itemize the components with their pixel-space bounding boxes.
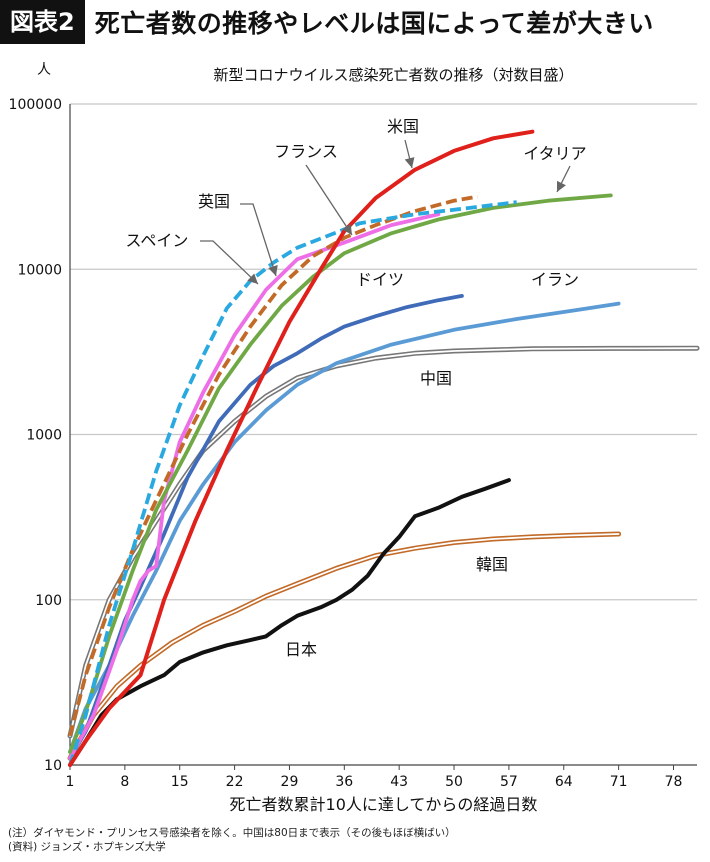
x-axis-title: 死亡者数累計10人に達してからの経過日数: [230, 795, 538, 814]
y-tick-label: 10: [44, 758, 62, 774]
series-line-inner: [69, 533, 620, 760]
series-line: [68, 193, 613, 754]
x-tick-label: 50: [445, 774, 463, 790]
series-line: [68, 200, 517, 766]
x-tick-label: 22: [226, 774, 244, 790]
x-tick-label: 78: [665, 774, 683, 790]
figure-title: 死亡者数の推移やレベルは国によって差が大きい: [94, 9, 654, 38]
series-label: 中国: [420, 369, 452, 388]
series-line-outer: [67, 345, 700, 739]
series-line: [68, 129, 535, 767]
series-line-inner: [69, 347, 698, 737]
series-label: イラン: [531, 270, 579, 289]
footnote-note: (注）ダイヤモンド・プリンセス号感染者を除く。中国は80日まで表示（その後もほぼ…: [8, 827, 456, 839]
x-tick-label: 57: [500, 774, 518, 790]
series-label: 韓国: [476, 555, 508, 574]
series-label: 英国: [198, 192, 230, 211]
leader-arrowhead: [404, 157, 415, 168]
series-label: スペイン: [126, 231, 189, 250]
leader-arrowhead: [247, 273, 258, 284]
x-tick-label: 43: [390, 774, 408, 790]
series-label: 日本: [285, 640, 317, 659]
leader-arrowhead: [557, 180, 566, 192]
line-chart: 新型コロナウイルス感染死亡者数の推移（対数目盛） 人 10 100 1000 10000 1…: [9, 62, 700, 814]
y-tick-label: 100000: [9, 97, 62, 113]
series-label: イタリア: [523, 144, 586, 163]
x-tick-label: 71: [610, 774, 628, 790]
x-tick-label: 64: [555, 774, 573, 790]
leader-line: [305, 164, 353, 236]
figure-badge: 図表2: [0, 0, 85, 44]
series-line: [68, 478, 511, 767]
series-label: フランス: [274, 142, 338, 161]
y-tick-label: 100: [35, 593, 62, 609]
series-label: ドイツ: [356, 270, 404, 289]
y-axis-unit: 人: [37, 62, 51, 78]
header-bar: 図表2 死亡者数の推移やレベルは国によって差が大きい: [0, 0, 710, 44]
series-line: [68, 194, 478, 737]
leader-arrowhead: [342, 223, 352, 235]
x-tick-label: 8: [120, 774, 129, 790]
y-tick-label: 1000: [26, 428, 62, 444]
leader-line: [200, 240, 259, 285]
leader-arrowhead: [268, 264, 278, 276]
x-tick-label: 15: [171, 774, 189, 790]
leader-line: [240, 203, 277, 277]
chart-title: 新型コロナウイルス感染死亡者数の推移（対数目盛）: [213, 66, 573, 84]
x-tick-label: 29: [281, 774, 299, 790]
y-tick-label: 10000: [17, 262, 62, 278]
x-tick-label: 1: [66, 774, 75, 790]
footnotes: (注）ダイヤモンド・プリンセス号感染者を除く。中国は80日まで表示（その後もほぼ…: [8, 826, 456, 854]
footnote-source: (資料) ジョンズ・ホプキンズ大学: [8, 841, 166, 853]
series-label: 米国: [387, 117, 419, 136]
x-tick-label: 36: [335, 774, 353, 790]
